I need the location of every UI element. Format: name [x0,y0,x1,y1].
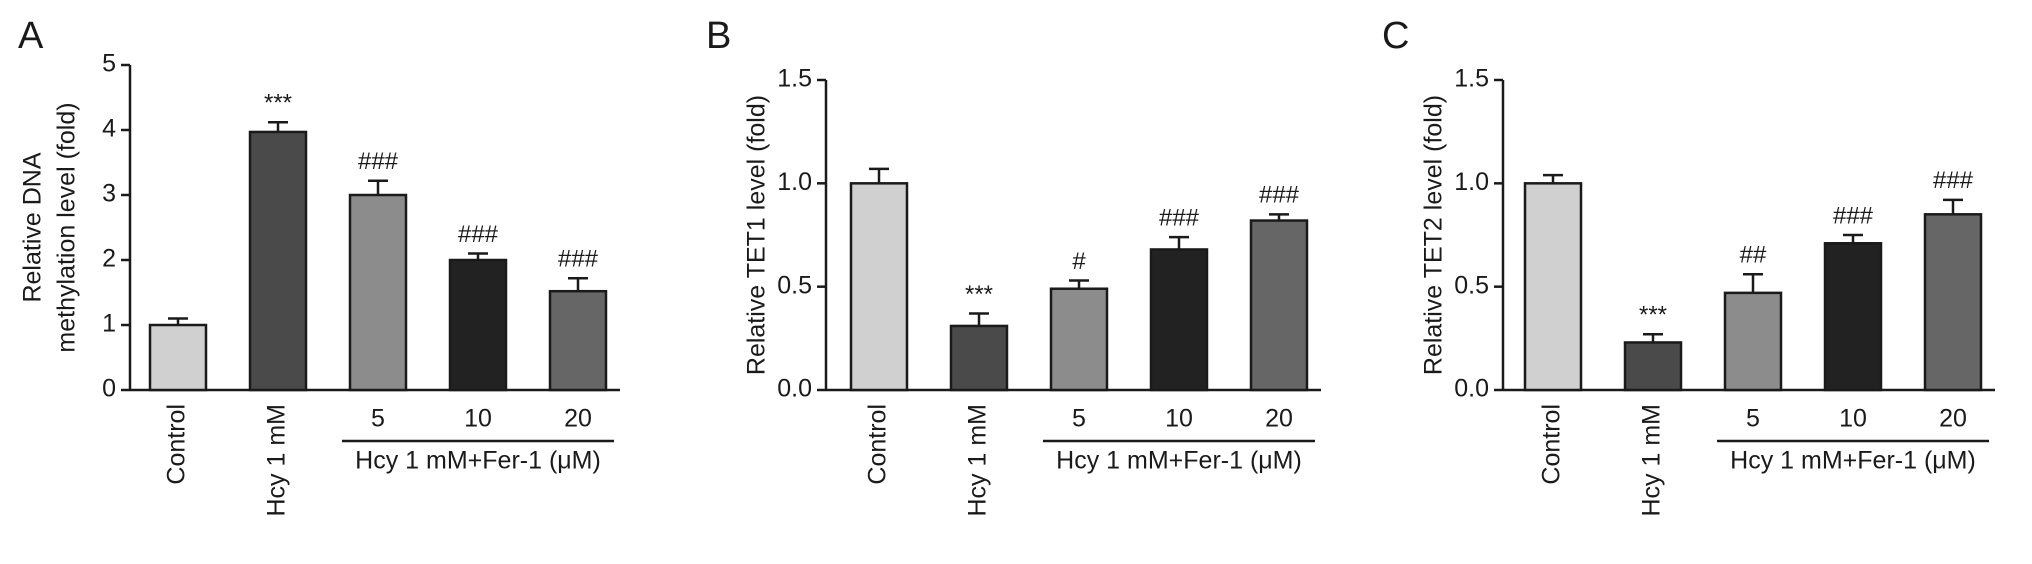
x-tick-label: 10 [1165,405,1193,433]
x-tick-label: 20 [1265,405,1293,433]
bar [1149,248,1209,392]
significance-label: # [1072,248,1086,275]
bar [148,323,208,392]
x-tick-label: Control [864,404,892,485]
y-tick-label: 1.5 [1454,65,1489,93]
x-tick-label: 10 [464,405,492,433]
significance-label: ### [458,221,499,248]
x-tick-label: Control [163,404,191,485]
x-tick-label: Hcy 1 mM [964,404,992,517]
bar [1723,291,1783,392]
y-tick-label: 0.0 [1454,375,1489,403]
x-tick-label: Hcy 1 mM [1638,404,1666,517]
y-tick-label: 4 [102,115,116,143]
y-tick-label: 5 [102,50,116,78]
y-tick-label: 0.5 [777,271,812,299]
panel-label: C [1382,15,1409,57]
x-tick-label: 5 [1072,405,1086,433]
significance-label: *** [1639,302,1667,329]
y-tick-label: 1 [102,310,116,338]
y-tick-label: 1.5 [777,65,812,93]
panel-label: A [18,15,44,57]
x-tick-label: Control [1538,404,1566,485]
significance-label: ### [1933,167,1974,194]
bar [248,130,308,392]
y-tick-label: 0.5 [1454,271,1489,299]
bar [348,193,408,392]
x-tick-label: Hcy 1 mM [263,404,291,517]
x-tick-label: 5 [1746,405,1760,433]
x-tick-label: 5 [371,405,385,433]
y-tick-label: 1.0 [777,168,812,196]
group-label: Hcy 1 mM+Fer-1 (μM) [355,447,601,475]
significance-label: *** [264,90,292,117]
y-tick-label: 2 [102,245,116,273]
bar [1249,219,1309,392]
significance-label: ### [1259,182,1300,209]
bar [1823,242,1883,392]
significance-label: *** [965,281,993,308]
bar [548,289,608,392]
y-tick-label: 0.0 [777,375,812,403]
x-tick-label: 20 [1939,405,1967,433]
group-label: Hcy 1 mM+Fer-1 (μM) [1730,447,1976,475]
significance-label: ### [358,148,399,175]
bar [1049,287,1109,392]
y-axis-label: Relative TET1 level (fold) [743,95,771,375]
x-tick-label: 20 [564,405,592,433]
significance-label: ## [1740,242,1767,269]
panel-label: B [706,15,731,57]
bar [849,182,909,392]
bar [1623,341,1683,392]
bar [949,324,1009,392]
y-axis-label: Relative TET2 level (fold) [1420,95,1448,375]
x-tick-label: 10 [1839,405,1867,433]
y-axis-label: methylation level (fold) [53,102,81,352]
bar [1523,182,1583,392]
significance-label: ### [1833,202,1874,229]
y-tick-label: 3 [102,180,116,208]
y-tick-label: 1.0 [1454,168,1489,196]
significance-label: ### [1159,204,1200,231]
group-label: Hcy 1 mM+Fer-1 (μM) [1056,447,1302,475]
bar [448,258,508,392]
y-axis-label: Relative DNA [19,152,47,302]
significance-label: ### [558,246,599,273]
bar [1923,213,1983,392]
y-tick-label: 0 [102,375,116,403]
